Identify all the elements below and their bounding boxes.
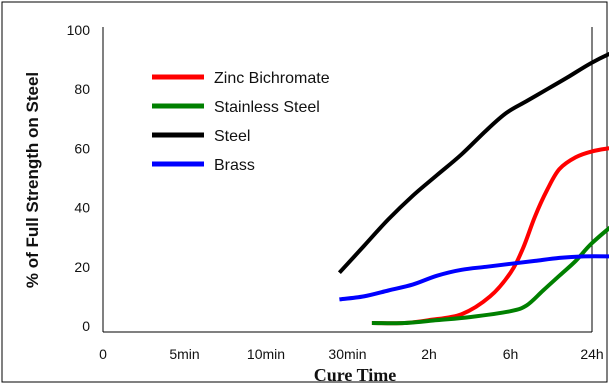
x-tick-labels: 0 5min 10min 30min 2h 6h 24h (99, 346, 604, 362)
y-tick-label: 100 (67, 22, 91, 38)
chart-border (1, 1, 608, 383)
y-tick-label: 20 (74, 259, 90, 275)
x-tick-label: 24h (580, 346, 603, 362)
legend-label-zinc-bichromate: Zinc Bichromate (214, 70, 330, 87)
legend-label-stainless-steel: Stainless Steel (214, 99, 320, 116)
series-line-steel (337, 51, 609, 275)
x-axis-label: Cure Time (314, 365, 397, 385)
series-line-brass (339, 254, 609, 302)
x-tick-label: 6h (503, 346, 519, 362)
x-tick-label: 5min (169, 346, 199, 362)
y-tick-labels: 0 20 40 60 80 100 (67, 22, 91, 334)
x-tick-label: 2h (421, 346, 437, 362)
y-axis-label: % of Full Strength on Steel (23, 72, 42, 288)
x-tick-label: 0 (99, 346, 107, 362)
series-line-stainless-steel (371, 225, 609, 326)
x-tick-label: 10min (247, 346, 285, 362)
y-tick-label: 60 (74, 140, 90, 156)
legend-label-brass: Brass (214, 157, 255, 174)
legend: Zinc Bichromate Stainless Steel Steel Brass (152, 70, 330, 174)
y-tick-label: 0 (82, 318, 90, 334)
series-layer (337, 51, 609, 326)
x-tick-label: 30min (328, 346, 366, 362)
y-tick-label: 80 (74, 81, 90, 97)
y-tick-label: 40 (74, 200, 90, 216)
legend-label-steel: Steel (214, 128, 250, 145)
